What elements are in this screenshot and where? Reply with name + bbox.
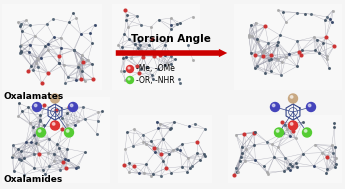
Text: -Me, -OMe: -Me, -OMe [136, 64, 175, 74]
Circle shape [290, 96, 293, 98]
Circle shape [52, 123, 55, 125]
Circle shape [50, 121, 59, 130]
Circle shape [37, 128, 46, 137]
Text: Oxalamides: Oxalamides [3, 175, 62, 184]
Circle shape [127, 77, 134, 84]
Circle shape [288, 121, 297, 130]
Circle shape [52, 96, 55, 98]
FancyArrowPatch shape [116, 49, 227, 57]
Circle shape [70, 104, 73, 107]
Circle shape [65, 128, 73, 137]
Circle shape [303, 128, 312, 137]
Circle shape [69, 102, 78, 112]
Text: -OR, -NHR: -OR, -NHR [136, 75, 175, 84]
Circle shape [66, 130, 69, 132]
Text: Oxalamates: Oxalamates [3, 92, 63, 101]
Circle shape [275, 128, 284, 137]
Circle shape [273, 104, 275, 107]
Circle shape [304, 130, 307, 132]
Circle shape [270, 102, 279, 112]
Circle shape [306, 102, 315, 112]
Circle shape [32, 102, 41, 112]
Circle shape [128, 78, 130, 80]
Circle shape [127, 66, 134, 73]
FancyBboxPatch shape [228, 115, 342, 183]
Text: Torsion Angle: Torsion Angle [131, 34, 211, 44]
Circle shape [276, 130, 279, 132]
Circle shape [288, 94, 297, 103]
FancyBboxPatch shape [2, 4, 102, 90]
Circle shape [128, 67, 130, 69]
Circle shape [308, 104, 311, 107]
FancyBboxPatch shape [118, 115, 212, 183]
Circle shape [38, 130, 41, 132]
Circle shape [34, 104, 37, 107]
FancyBboxPatch shape [234, 4, 342, 90]
FancyBboxPatch shape [112, 4, 200, 90]
Circle shape [290, 123, 293, 125]
FancyBboxPatch shape [2, 97, 110, 183]
Circle shape [50, 94, 59, 103]
